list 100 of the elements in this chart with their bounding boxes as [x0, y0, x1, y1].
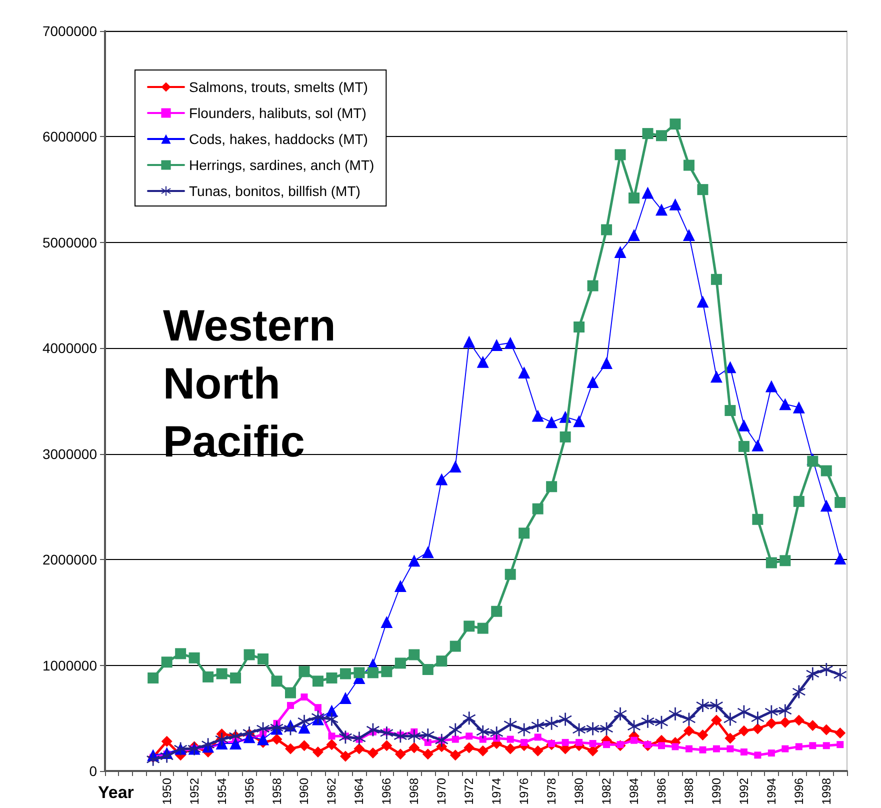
- point: [670, 118, 681, 130]
- point: [300, 694, 308, 700]
- point: [421, 728, 434, 742]
- point: [768, 750, 775, 757]
- point: [546, 481, 558, 492]
- point: [452, 736, 459, 743]
- point: [394, 748, 406, 760]
- x-tick-label: 1988: [682, 778, 696, 805]
- point: [271, 676, 282, 687]
- point: [764, 705, 778, 718]
- point: [148, 672, 159, 684]
- point: [215, 732, 228, 746]
- y-tick-label: 3000000: [42, 446, 98, 462]
- point: [724, 712, 737, 726]
- point: [380, 726, 394, 740]
- point: [668, 707, 682, 720]
- x-tick-label: 1982: [600, 778, 614, 805]
- x-tick-label: 1992: [736, 778, 751, 805]
- point: [587, 280, 598, 292]
- point: [520, 738, 528, 746]
- point: [737, 705, 750, 718]
- x-tick-label: 1956: [242, 778, 256, 805]
- x-tick-label: 1976: [517, 778, 532, 805]
- point: [572, 723, 586, 736]
- point: [545, 716, 558, 730]
- point: [160, 750, 174, 763]
- point: [531, 719, 544, 732]
- x-tick-label: 1984: [627, 778, 642, 805]
- point: [506, 736, 514, 743]
- point: [284, 722, 297, 736]
- point: [504, 718, 517, 731]
- point: [339, 692, 352, 704]
- point: [710, 698, 723, 712]
- point: [338, 730, 352, 744]
- point: [381, 740, 392, 752]
- point: [436, 656, 448, 667]
- x-tick-label: 1960: [297, 778, 312, 805]
- point: [834, 496, 846, 508]
- point: [518, 366, 530, 378]
- point: [765, 380, 778, 392]
- point: [202, 738, 215, 752]
- point: [806, 667, 820, 680]
- point: [724, 732, 736, 744]
- point: [518, 723, 531, 736]
- point: [298, 666, 310, 678]
- point: [562, 738, 569, 746]
- point: [642, 186, 654, 199]
- y-tick-label: 5000000: [42, 234, 98, 250]
- point: [462, 712, 476, 725]
- point: [175, 648, 186, 660]
- point: [326, 739, 338, 750]
- point: [340, 668, 351, 680]
- point: [366, 723, 380, 736]
- point: [696, 698, 710, 712]
- point: [408, 742, 420, 754]
- point: [601, 224, 612, 236]
- x-tick-label: 1966: [380, 778, 394, 805]
- point: [435, 734, 448, 747]
- point: [436, 473, 448, 486]
- point: [792, 401, 805, 414]
- point: [271, 734, 282, 745]
- point: [534, 734, 542, 741]
- point: [367, 748, 378, 759]
- point: [574, 322, 585, 332]
- point: [822, 742, 830, 750]
- point: [754, 752, 762, 759]
- legend-label: Herrings, sardines, anch (MT): [189, 157, 374, 173]
- point: [656, 204, 668, 216]
- point: [477, 745, 488, 756]
- point: [751, 712, 764, 725]
- point: [285, 687, 296, 698]
- point: [328, 732, 336, 740]
- point: [242, 726, 256, 740]
- point: [836, 741, 844, 748]
- point: [312, 676, 324, 687]
- point: [820, 500, 832, 512]
- point: [188, 652, 200, 664]
- x-tick-label: 1964: [352, 778, 366, 805]
- x-tick-label: 1990: [709, 778, 724, 805]
- x-tick-label: 1962: [324, 778, 339, 805]
- y-tick-label: 6000000: [42, 128, 98, 145]
- x-tick-label: 1954: [214, 778, 229, 805]
- point: [672, 743, 679, 750]
- point: [504, 336, 516, 349]
- x-tick-label: 1980: [572, 778, 586, 805]
- point: [600, 722, 614, 736]
- point: [504, 743, 516, 754]
- point: [422, 546, 434, 558]
- point: [394, 730, 407, 743]
- x-tick-label: 1972: [462, 778, 476, 805]
- point: [779, 398, 792, 410]
- x-tick-label: 1974: [490, 778, 504, 805]
- legend-label: Flounders, halibuts, sol (MT): [189, 105, 366, 121]
- text: Western North Pacific: [163, 302, 336, 466]
- point: [312, 746, 324, 758]
- point: [464, 620, 475, 632]
- x-tick-label: 1996: [792, 778, 806, 805]
- point: [782, 745, 789, 752]
- point: [807, 456, 818, 467]
- point: [244, 649, 255, 660]
